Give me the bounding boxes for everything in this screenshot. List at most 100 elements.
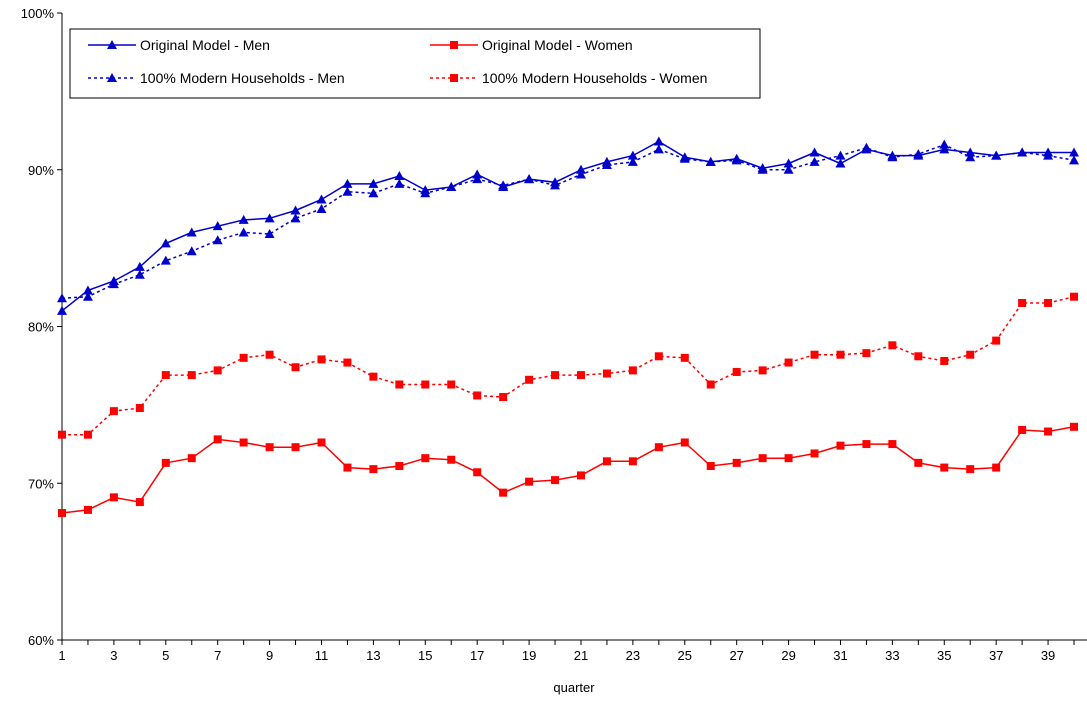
data-point-q40 (1070, 292, 1079, 301)
data-point-q17 (473, 391, 482, 400)
x-tick-label: 39 (1041, 648, 1055, 663)
legend-label: Original Model - Men (140, 37, 270, 53)
data-point-q6 (186, 227, 197, 237)
data-point-q33 (887, 152, 898, 162)
data-point-q16 (447, 380, 456, 389)
data-point-legend (107, 40, 117, 49)
data-point-q4 (134, 269, 145, 279)
data-point-q24 (653, 144, 664, 154)
data-point-q18 (499, 393, 508, 402)
x-tick-label: 19 (522, 648, 536, 663)
data-point-q14 (394, 171, 405, 181)
x-tick-label: 15 (418, 648, 432, 663)
data-point-q34 (914, 458, 923, 467)
data-point-q38 (1018, 298, 1027, 307)
data-point-q20 (551, 476, 560, 485)
legend-label: Original Model - Women (482, 37, 633, 53)
data-point-q11 (317, 438, 326, 447)
data-point-q27 (731, 155, 742, 165)
data-point-q29 (783, 158, 794, 168)
data-point-q31 (835, 150, 846, 160)
y-tick-label: 100% (21, 6, 55, 21)
data-point-q9 (264, 213, 275, 223)
data-point-q7 (213, 435, 222, 444)
data-point-q22 (602, 457, 611, 466)
data-point-q4 (135, 404, 144, 413)
data-point-q30 (809, 156, 820, 166)
data-point-q11 (316, 203, 327, 213)
data-point-q19 (525, 477, 534, 486)
series-layer (57, 136, 1080, 518)
data-point-q38 (1017, 147, 1028, 157)
data-point-q29 (784, 358, 793, 367)
series-line (62, 295, 1075, 436)
x-tick-label: 11 (315, 648, 329, 663)
x-tick-label: 17 (470, 648, 484, 663)
data-point-q21 (576, 371, 585, 380)
data-point-q16 (446, 181, 457, 191)
data-point-q1 (57, 305, 67, 315)
data-point-legend (450, 74, 458, 82)
data-point-q2 (82, 285, 93, 295)
data-point-q22 (601, 160, 612, 170)
series-2 (58, 422, 1079, 518)
data-point-q10 (291, 443, 300, 452)
legend-box (69, 28, 761, 99)
data-point-q31 (836, 441, 845, 450)
data-point-q37 (992, 463, 1001, 472)
data-point-q39 (1043, 150, 1054, 160)
x-tick-label: 21 (574, 648, 588, 663)
x-tick-label: 23 (626, 648, 640, 663)
data-point-q7 (212, 235, 223, 245)
data-point-q11 (317, 355, 326, 364)
data-point-q36 (965, 147, 976, 157)
data-point-q28 (758, 366, 767, 375)
data-point-q7 (212, 221, 223, 231)
series-3 (57, 139, 1080, 303)
data-point-q9 (264, 229, 275, 239)
x-tick-label: 33 (885, 648, 899, 663)
x-tick-label: 3 (110, 648, 117, 663)
data-point-q5 (161, 371, 170, 380)
data-point-q23 (627, 150, 638, 160)
legend: Original Model - Men Original Model - Wom… (69, 28, 761, 99)
data-point-q10 (291, 363, 300, 372)
data-point-q1 (58, 430, 66, 439)
data-point-q12 (343, 463, 352, 472)
data-point-q36 (966, 350, 975, 359)
data-point-q35 (940, 356, 949, 365)
data-point-q21 (575, 169, 586, 179)
x-tick-label: 25 (678, 648, 692, 663)
x-tick-label: 37 (989, 648, 1003, 663)
data-point-q8 (238, 214, 249, 224)
axes: 60%70%80%90%100%1 3 5 7 9 11 13 15 17 19 21 23 25 27 2… (21, 6, 1087, 663)
data-point-q25 (680, 353, 689, 362)
y-tick-label: 60% (28, 633, 54, 648)
data-point-q14 (395, 380, 404, 389)
data-point-q26 (705, 156, 716, 166)
series-line (61, 143, 1075, 300)
data-point-q40 (1070, 422, 1079, 431)
data-point-q20 (551, 371, 560, 380)
data-point-q30 (809, 147, 820, 157)
series-1 (57, 136, 1080, 315)
data-point-q15 (421, 380, 430, 389)
data-point-q35 (939, 139, 950, 149)
data-point-q24 (654, 443, 663, 452)
data-point-q13 (369, 465, 378, 474)
data-point-q2 (83, 430, 92, 439)
data-point-q23 (628, 457, 637, 466)
legend-item-1: Original Model - Men (88, 37, 270, 53)
legend-label: 100% Modern Households - Women (482, 70, 707, 86)
data-point-q32 (862, 440, 871, 449)
data-point-q32 (862, 349, 871, 358)
data-point-q28 (758, 454, 767, 463)
data-point-q5 (160, 255, 171, 265)
x-axis-title: quarter (553, 680, 595, 695)
series-line (61, 426, 1075, 514)
data-point-q25 (680, 438, 689, 447)
data-point-q14 (394, 178, 405, 188)
data-point-q9 (265, 443, 274, 452)
x-tick-label: 5 (162, 648, 169, 663)
data-point-q3 (109, 407, 118, 416)
